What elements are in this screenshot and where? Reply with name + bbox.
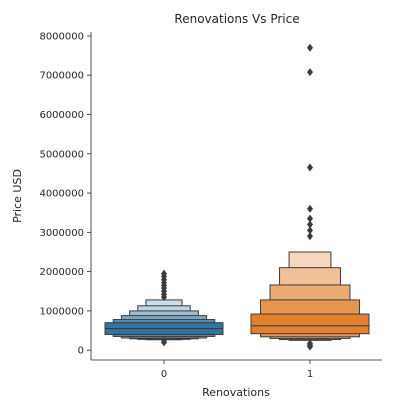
outlier-point: [307, 163, 313, 172]
outlier-point: [161, 336, 167, 345]
outlier-point: [307, 339, 313, 348]
y-tick-label: 8000000: [39, 31, 84, 42]
boxen-group-0: [104, 269, 224, 347]
x-tick-label: 0: [161, 369, 167, 380]
boxen-box: [250, 313, 370, 335]
y-tick-label: 3000000: [39, 228, 84, 239]
x-axis-title: Renovations: [202, 386, 270, 399]
outlier-point: [307, 68, 313, 77]
y-tick-label: 6000000: [39, 110, 84, 121]
x-tick-label: 1: [307, 369, 313, 380]
outlier-point: [307, 226, 313, 235]
outlier-point: [307, 220, 313, 229]
y-tick-label: 4000000: [39, 189, 84, 200]
y-tick-label: 2000000: [39, 267, 84, 278]
y-axis-ticks: 0 1000000 2000000 3000000 4000000 5000000 6000…: [39, 31, 91, 357]
outlier-point: [307, 204, 313, 213]
y-tick-label: 0: [78, 346, 84, 357]
plot-area: [104, 43, 370, 351]
boxen-group-1: [250, 43, 370, 351]
y-tick-label: 5000000: [39, 149, 84, 160]
outlier-point: [307, 232, 313, 241]
y-tick-label: 7000000: [39, 71, 84, 82]
y-axis-title: Price USD: [11, 169, 24, 223]
y-tick-label: 1000000: [39, 306, 84, 317]
outlier-point: [307, 43, 313, 52]
outlier-point: [161, 269, 167, 278]
outlier-point: [307, 214, 313, 223]
chart-title: Renovations Vs Price: [174, 12, 299, 26]
